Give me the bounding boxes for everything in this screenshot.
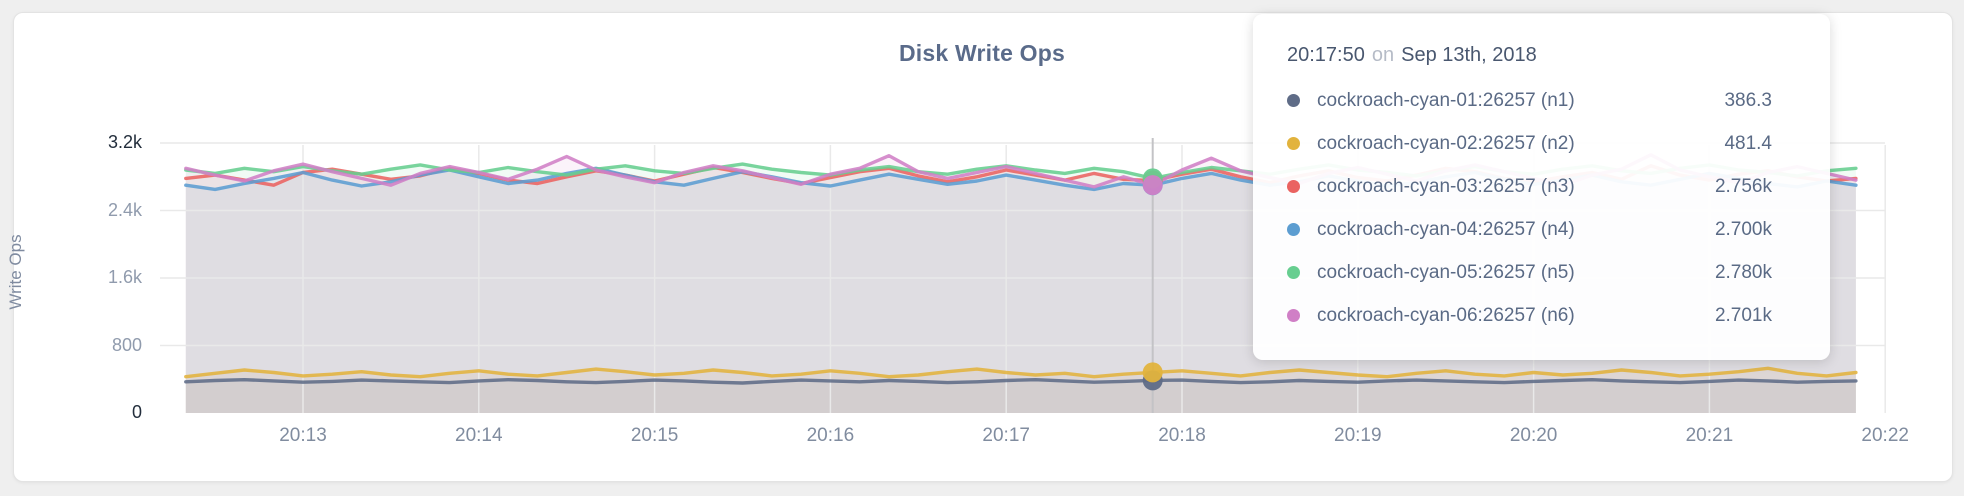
x-tick-label: 20:15 <box>630 425 679 446</box>
tooltip-series-value: 2.756k <box>1714 175 1772 197</box>
x-tick-label: 20:19 <box>1334 425 1382 446</box>
tooltip-series-value: 481.4 <box>1724 132 1772 154</box>
series-dot-icon <box>1287 223 1300 236</box>
tooltip-series-value: 2.701k <box>1714 304 1772 326</box>
series-dot-icon <box>1287 137 1300 150</box>
tooltip-timestamp: 20:17:50 on Sep 13th, 2018 <box>1287 44 1772 67</box>
hover-tooltip: 20:17:50 on Sep 13th, 2018 cockroach-cyan-… <box>1253 14 1830 360</box>
tooltip-series-label: cockroach-cyan-02:26257 (n2) <box>1317 132 1575 154</box>
tooltip-series-label: cockroach-cyan-04:26257 (n4) <box>1317 218 1575 240</box>
series-dot-icon <box>1287 94 1300 107</box>
tooltip-date: Sep 13th, 2018 <box>1401 44 1537 66</box>
tooltip-time: 20:17:50 <box>1287 44 1365 66</box>
y-tick-label: 3.2k <box>107 132 142 152</box>
tooltip-series-row: cockroach-cyan-05:26257 (n5) 2.780k <box>1287 251 1772 294</box>
tooltip-conjunction: on <box>1371 44 1395 66</box>
tooltip-series-row: cockroach-cyan-03:26257 (n3) 2.756k <box>1287 165 1772 208</box>
tooltip-series-list: cockroach-cyan-01:26257 (n1) 386.3 cockroa… <box>1287 79 1772 337</box>
series-line-n1 <box>184 378 1858 385</box>
series-dot-icon <box>1287 180 1300 193</box>
tooltip-series-label: cockroach-cyan-01:26257 (n1) <box>1317 89 1575 111</box>
tooltip-series-value: 2.780k <box>1714 261 1772 283</box>
tooltip-series-label: cockroach-cyan-05:26257 (n5) <box>1317 261 1575 283</box>
tooltip-series-row: cockroach-cyan-06:26257 (n6) 2.701k <box>1287 294 1772 337</box>
x-tick-label: 20:17 <box>982 425 1030 446</box>
x-tick-label: 20:22 <box>1861 425 1909 446</box>
tooltip-series-label: cockroach-cyan-06:26257 (n6) <box>1317 304 1575 326</box>
tooltip-series-value: 2.700k <box>1714 218 1772 240</box>
y-tick-label: 0 <box>131 402 142 422</box>
x-tick-label: 20:18 <box>1158 425 1206 446</box>
series-dot-icon <box>1287 266 1300 279</box>
series-line-n2 <box>184 366 1858 379</box>
hover-point-n2 <box>1142 362 1163 383</box>
tooltip-series-row: cockroach-cyan-04:26257 (n4) 2.700k <box>1287 208 1772 251</box>
tooltip-series-value: 386.3 <box>1724 89 1772 111</box>
chart-title: Disk Write Ops <box>899 40 1065 66</box>
x-tick-label: 20:14 <box>455 425 503 446</box>
series-dot-icon <box>1287 309 1300 322</box>
hover-point-n6 <box>1142 175 1163 196</box>
tooltip-series-row: cockroach-cyan-01:26257 (n1) 386.3 <box>1287 79 1772 122</box>
x-tick-label: 20:16 <box>806 425 855 446</box>
x-tick-label: 20:21 <box>1685 425 1734 446</box>
y-tick-label: 1.6k <box>107 267 142 287</box>
tooltip-series-label: cockroach-cyan-03:26257 (n3) <box>1317 175 1575 197</box>
x-tick-label: 20:20 <box>1509 425 1558 446</box>
y-tick-label: 2.4k <box>107 199 142 220</box>
y-tick-label: 800 <box>111 334 142 355</box>
tooltip-series-row: cockroach-cyan-02:26257 (n2) 481.4 <box>1287 122 1772 165</box>
series-area-n1 <box>185 379 1856 413</box>
x-tick-label: 20:13 <box>279 425 327 446</box>
